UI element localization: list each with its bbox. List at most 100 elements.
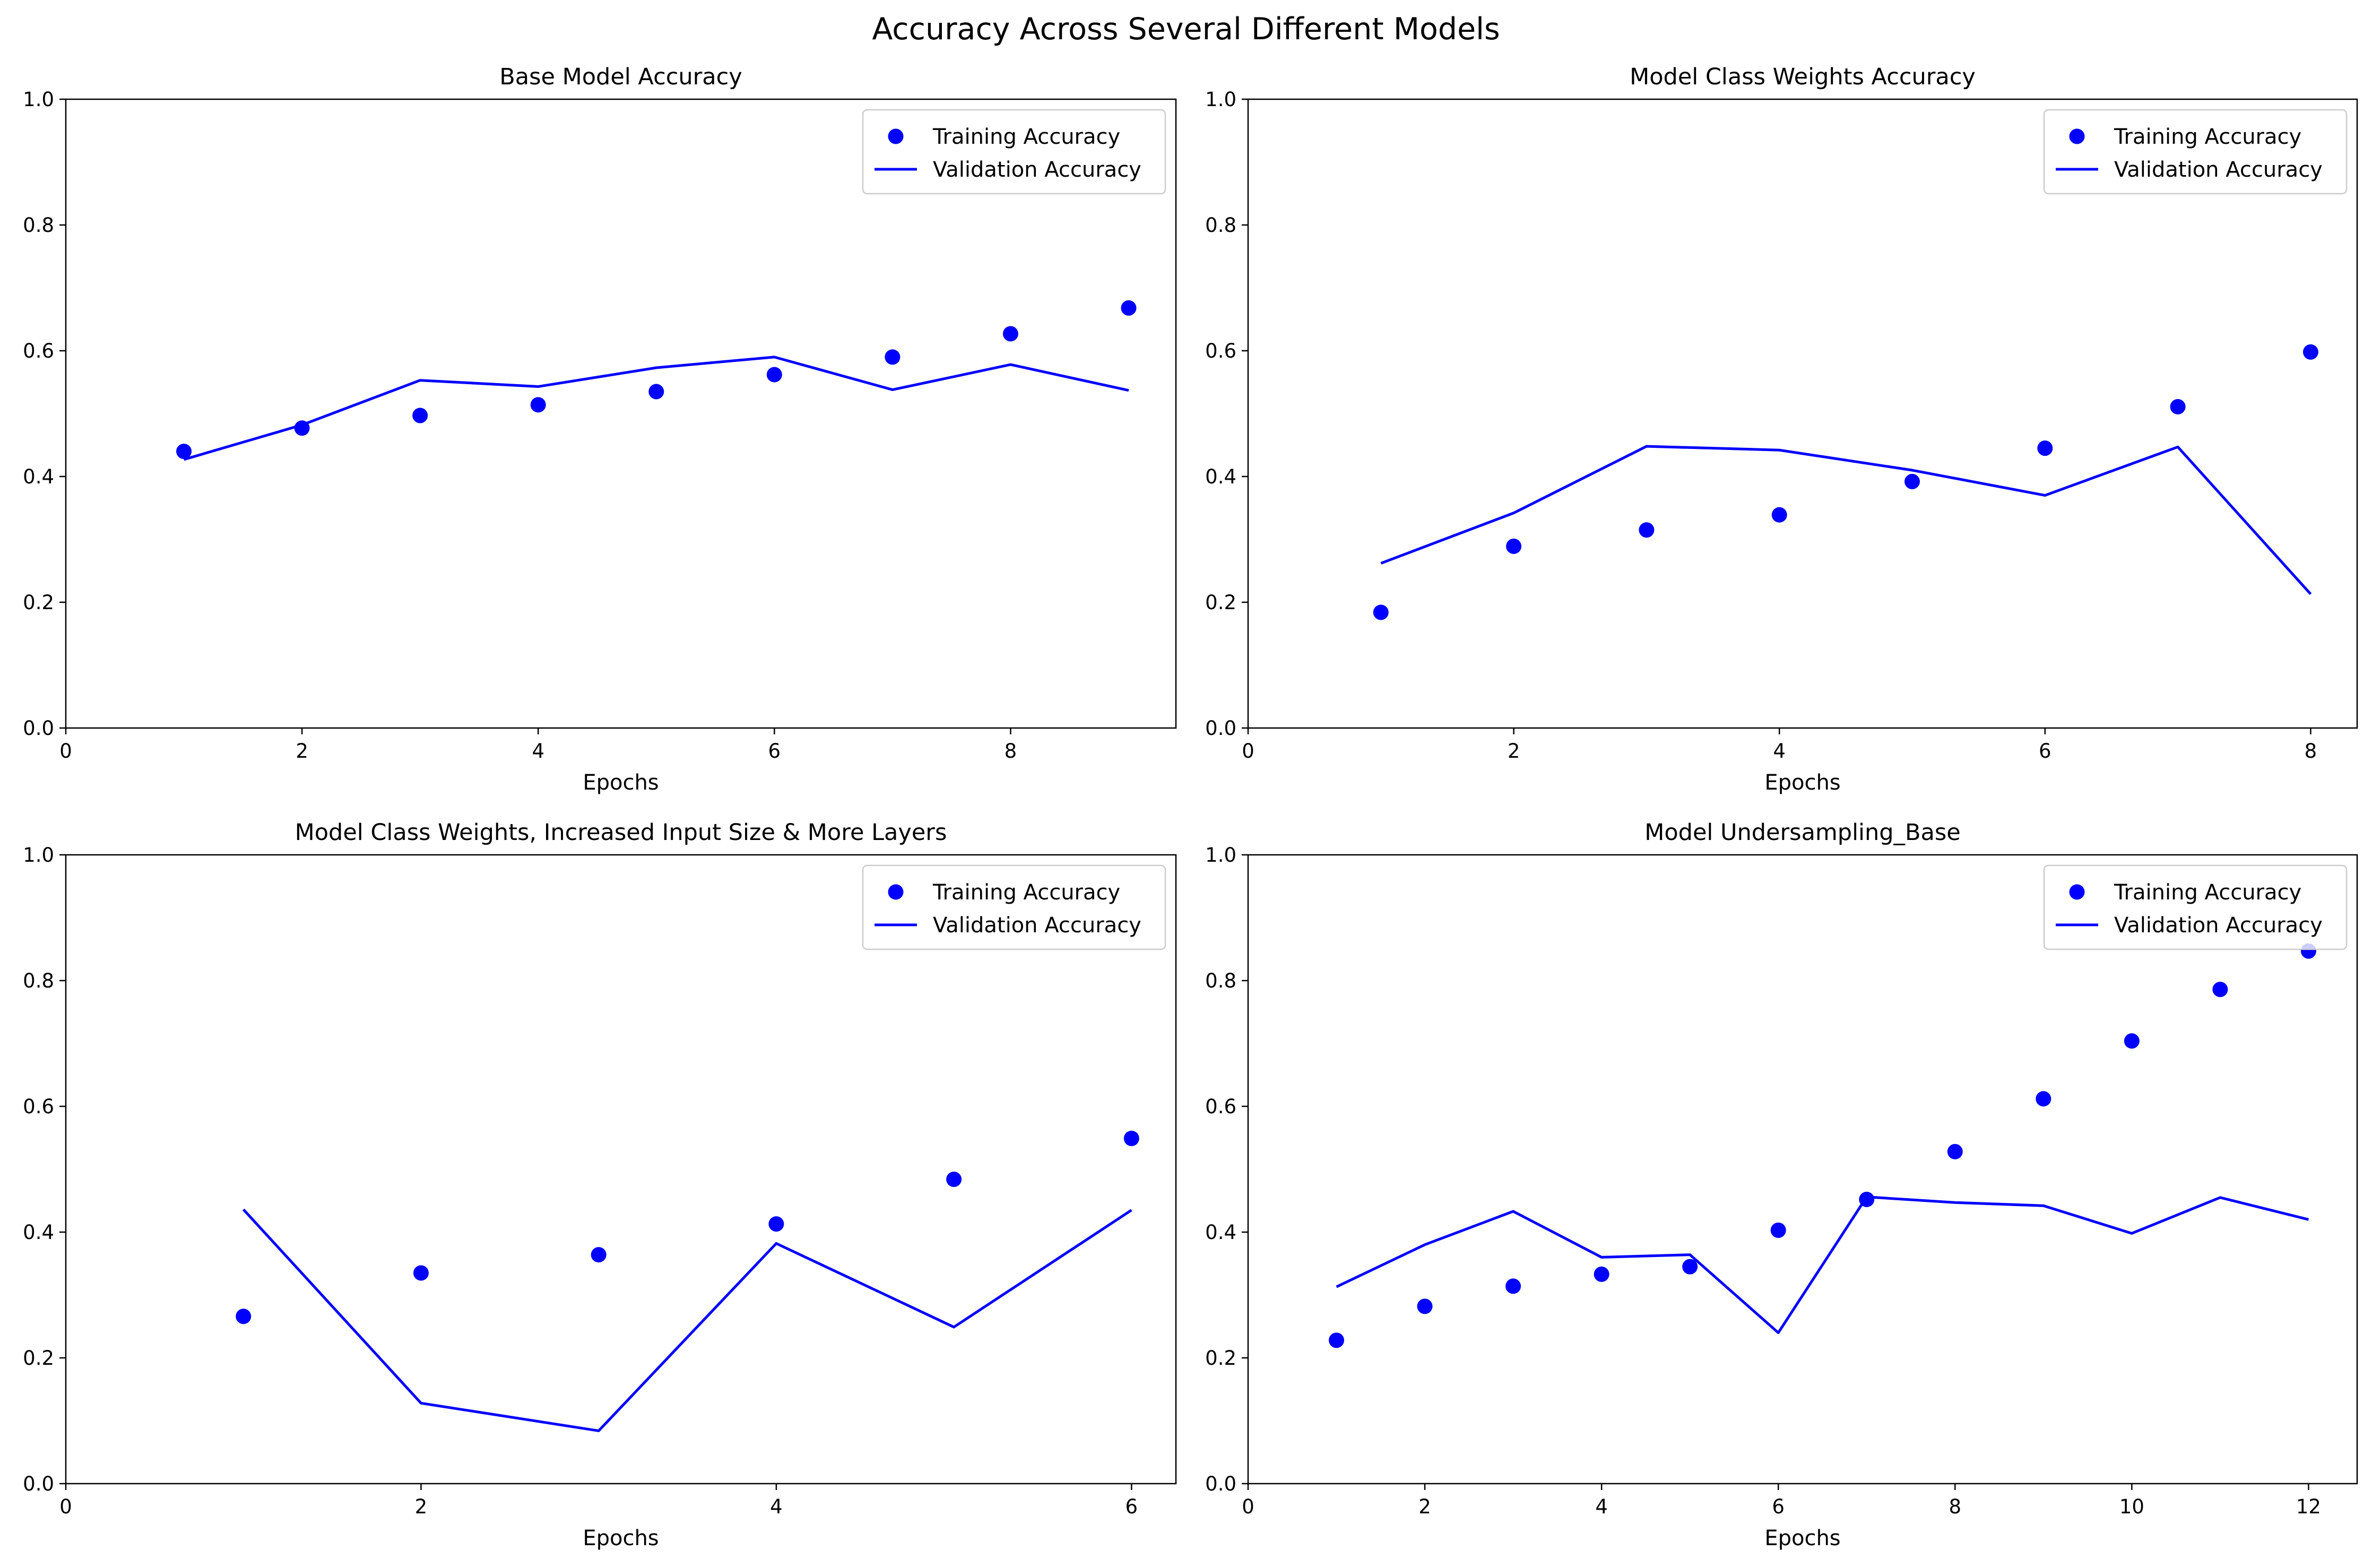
y-tick-label: 0.0	[23, 1472, 54, 1495]
legend-dot-marker	[888, 884, 904, 900]
legend-label: Training Accuracy	[932, 125, 1120, 149]
x-tick-label: 0	[59, 740, 72, 763]
validation-accuracy-line	[1380, 445, 2312, 595]
legend: Training Accuracy Validation Accuracy	[862, 109, 1166, 195]
legend: Training Accuracy Validation Accuracy	[862, 864, 1166, 950]
training-accuracy-point	[413, 1265, 429, 1281]
x-tick-label: 4	[1773, 740, 1786, 763]
legend-box	[2043, 109, 2348, 195]
x-tick-label: 2	[415, 1495, 428, 1518]
training-accuracy-point	[1947, 1143, 1963, 1159]
subplot-4: Model Undersampling_Base 0.0 0.2 0.4 0.6 0.8 1…	[1205, 819, 2358, 1550]
x-tick-label: 8	[1005, 740, 1017, 763]
subplot-title: Model Class Weights Accuracy	[1630, 64, 1976, 90]
legend-box	[862, 109, 1166, 195]
validation-accuracy-line	[242, 1208, 1132, 1432]
subplot-1: Base Model Accuracy 0.0 0.2 0.4 0.6 0.8 1.0 0 2 4…	[23, 64, 1177, 795]
subplot-title: Base Model Accuracy	[499, 64, 742, 90]
x-tick-label: 0	[1242, 740, 1254, 763]
y-tick-label: 0.4	[1205, 1221, 1236, 1244]
training-accuracy-point	[176, 444, 192, 460]
x-axis-label: Epochs	[1764, 1526, 1840, 1550]
training-accuracy-point	[2036, 1091, 2051, 1107]
y-tick-label: 0.8	[1205, 214, 1236, 237]
x-tick-label: 6	[768, 740, 781, 763]
x-tick-label: 12	[2296, 1495, 2321, 1518]
x-tick-label: 8	[2305, 740, 2317, 763]
y-tick-label: 1.0	[1205, 844, 1236, 867]
x-tick-label: 0	[1242, 1495, 1254, 1518]
x-axis-label: Epochs	[583, 770, 659, 795]
legend-label: Validation Accuracy	[2114, 158, 2323, 182]
x-tick-label: 4	[532, 740, 544, 763]
training-accuracy-point	[1594, 1266, 1609, 1282]
subplot-grid: Base Model Accuracy 0.0 0.2 0.4 0.6 0.8 1.0 0 2 4…	[23, 64, 2358, 1550]
training-accuracy-point	[530, 397, 546, 413]
training-accuracy-point	[1770, 1222, 1786, 1238]
y-tick-label: 0.8	[23, 969, 54, 992]
legend-box	[862, 864, 1166, 950]
figure-title: Accuracy Across Several Different Models	[872, 12, 1500, 47]
y-tick-label: 0.6	[1205, 340, 1236, 362]
training-accuracy-point	[1329, 1332, 1345, 1348]
legend-label: Validation Accuracy	[933, 158, 1141, 182]
y-tick-label: 0.2	[1205, 591, 1236, 614]
training-accuracy-point	[1002, 326, 1018, 342]
training-accuracy-point	[2037, 440, 2053, 456]
x-tick-label: 8	[1949, 1495, 1961, 1518]
axes-frame	[1247, 98, 2358, 729]
y-tick-label: 0.4	[1205, 465, 1236, 488]
training-accuracy-point	[1771, 507, 1787, 523]
x-tick-label: 0	[59, 1495, 72, 1518]
x-axis-label: Epochs	[583, 1526, 659, 1550]
y-tick-label: 0.0	[1205, 1472, 1236, 1495]
y-tick-label: 0.2	[1205, 1347, 1236, 1370]
x-axis-label: Epochs	[1764, 770, 1840, 795]
training-accuracy-point	[1373, 604, 1389, 620]
training-accuracy-point	[766, 367, 782, 383]
legend-label: Validation Accuracy	[933, 913, 1141, 938]
axes-frame	[65, 98, 1177, 729]
training-accuracy-point	[946, 1171, 962, 1187]
legend-label: Training Accuracy	[2114, 880, 2301, 905]
legend-dot-marker	[2069, 884, 2085, 900]
legend-label: Validation Accuracy	[2114, 913, 2323, 938]
legend-box	[2043, 864, 2348, 950]
training-accuracy-point	[1639, 522, 1655, 538]
y-tick-label: 1.0	[1205, 88, 1236, 111]
training-accuracy-point	[236, 1309, 252, 1324]
training-accuracy-point	[885, 349, 901, 365]
legend-label: Training Accuracy	[2114, 125, 2301, 149]
x-tick-label: 4	[770, 1495, 783, 1518]
y-tick-label: 0.6	[23, 340, 54, 362]
training-accuracy-point	[2302, 344, 2318, 360]
x-tick-label: 4	[1595, 1495, 1608, 1518]
y-tick-label: 1.0	[23, 88, 54, 111]
training-accuracy-point	[1904, 473, 1920, 489]
training-accuracy-point	[2124, 1033, 2140, 1049]
y-tick-label: 0.6	[1205, 1095, 1236, 1118]
subplot-title: Model Undersampling_Base	[1644, 819, 1961, 846]
training-accuracy-point	[2170, 399, 2186, 414]
training-accuracy-point	[1417, 1298, 1433, 1314]
training-accuracy-point	[768, 1216, 784, 1232]
axes-frame	[65, 854, 1177, 1485]
subplot-3: Model Class Weights, Increased Input Siz…	[23, 819, 1177, 1550]
axes-frame	[1247, 854, 2358, 1485]
validation-accuracy-line	[1336, 1196, 2309, 1335]
training-accuracy-point	[1121, 300, 1137, 316]
training-accuracy-point	[1506, 539, 1522, 555]
training-accuracy-point	[591, 1247, 607, 1263]
legend: Training Accuracy Validation Accuracy	[2043, 109, 2348, 195]
validation-accuracy-line	[183, 356, 1129, 461]
training-accuracy-point	[412, 408, 428, 423]
x-tick-label: 2	[296, 740, 308, 763]
x-tick-label: 2	[1418, 1495, 1431, 1518]
y-tick-label: 0.4	[23, 1221, 54, 1244]
y-tick-label: 0.2	[23, 1347, 54, 1370]
x-tick-label: 2	[1508, 740, 1520, 763]
training-accuracy-point	[1505, 1278, 1521, 1294]
legend: Training Accuracy Validation Accuracy	[2043, 864, 2348, 950]
